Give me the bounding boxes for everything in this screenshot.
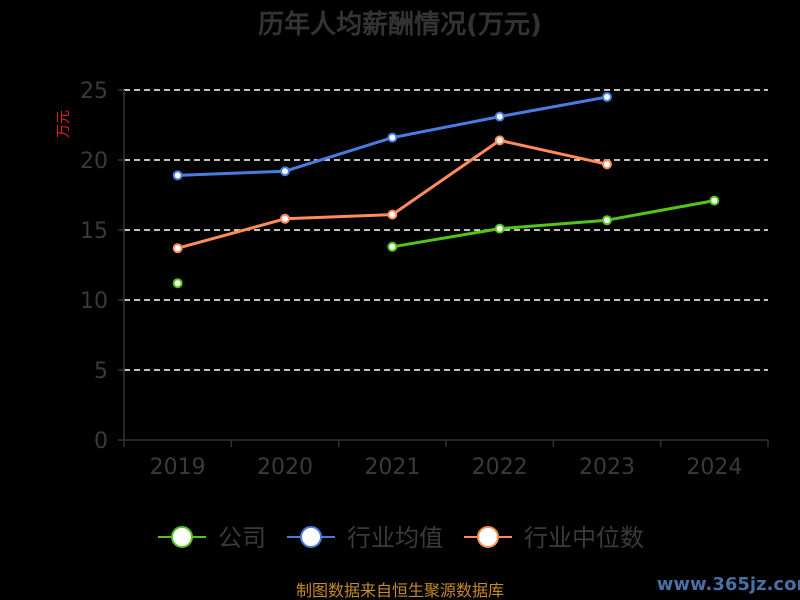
y-tick-label: 5 [94,359,108,384]
legend-marker [477,526,499,548]
data-point [280,166,290,177]
legend-label: 公司 [218,524,266,552]
data-point [602,92,612,102]
legend-label: 行业均值 [347,524,443,552]
legend-item[interactable]: 行业中位数 [464,524,644,552]
series-line [177,138,608,250]
y-tick-label: 15 [80,219,108,244]
series-lines [172,92,720,289]
data-point [602,215,612,226]
x-tick-label: 2021 [364,455,420,480]
series-line [392,199,715,249]
data-point [709,195,720,206]
data-point [494,223,505,234]
data-point [172,278,183,289]
data-point [172,170,183,181]
data-point [494,111,505,122]
data-point [172,243,183,254]
chart-title: 历年人均薪酬情况(万元) [258,9,542,40]
data-source-note: 制图数据来自恒生聚源数据库 [296,581,504,600]
data-point [280,213,290,224]
legend[interactable]: 公司 行业均值 行业中位数 [158,524,644,552]
data-point [602,159,612,170]
x-tick-label: 2024 [686,455,742,480]
watermark: www.365jz.com [657,574,800,595]
legend-label: 行业中位数 [524,524,644,552]
series-1 [172,92,612,181]
y-tick-label: 25 [80,79,108,104]
x-tick-label: 2020 [257,455,313,480]
y-tick-label: 20 [80,149,108,174]
y-tick-labels: 0 5 10 15 20 25 [80,79,108,454]
legend-item[interactable]: 公司 [158,524,266,552]
data-point [387,241,398,252]
data-point [494,135,505,146]
series-0 [172,195,720,289]
axes [118,89,769,447]
legend-marker [171,526,193,548]
x-tick-label: 2023 [579,455,635,480]
series-2 [172,135,612,254]
grid-lines [124,89,768,371]
legend-marker [300,526,322,548]
x-tick-label: 2019 [150,455,206,480]
y-axis-title: 万元 [56,110,72,138]
x-tick-labels: 2019 2020 2021 2022 2023 2024 [150,455,743,480]
y-tick-label: 10 [80,289,108,314]
y-tick-label: 0 [94,429,108,454]
data-point [387,132,398,143]
legend-item[interactable]: 行业均值 [287,524,443,552]
x-tick-label: 2022 [472,455,528,480]
data-point [387,209,398,220]
